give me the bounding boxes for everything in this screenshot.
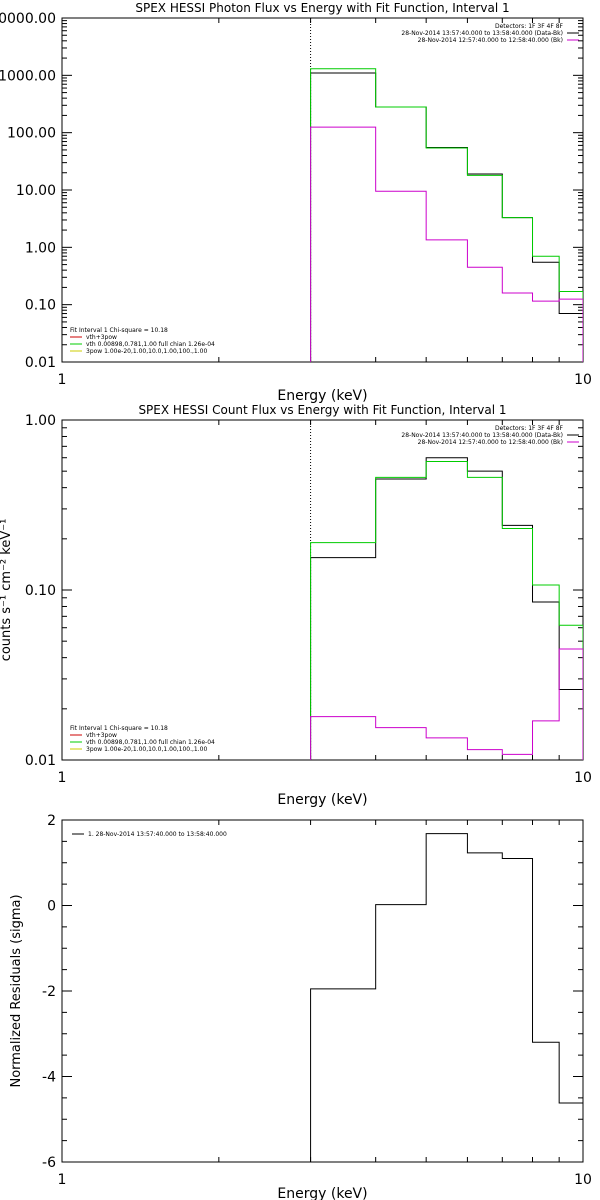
header-text: 28-Nov-2014 12:57:40.000 to 12:58:40.000… (418, 439, 563, 446)
legend-text: Fit Interval 1 Chi-square = 10.18 (70, 327, 168, 334)
legend-text: 3pow 1.00e-20,1.00,10.0,1.00,100.,1.00 (86, 746, 207, 753)
header-text: Detectors: 1F 3F 4F 8F (495, 425, 564, 432)
chart-panel-2: 0.01 0.10 1.00 1 10 SPEX HESSI Count Flux vs … (0, 403, 592, 808)
y-tick-label: -4 (42, 1070, 56, 1086)
series-bk (310, 648, 583, 760)
x-tick-label: 10 (574, 372, 592, 388)
series-fit (310, 461, 583, 760)
y-tick-label: 0.01 (25, 355, 56, 371)
legend-text: Fit Interval 1 Chi-square = 10.18 (70, 725, 168, 732)
y-tick-label: 10000.00 (0, 11, 56, 27)
y-axis-label: counts s⁻¹ cm⁻² keV⁻¹ (0, 519, 14, 662)
x-tick-label: 10 (574, 1172, 592, 1188)
series-data-bk (310, 72, 583, 362)
legend-text: 3pow 1.00e-20,1.00,10.0,1.00,100.,1.00 (86, 348, 207, 355)
y-tick-label: 1.00 (25, 413, 56, 429)
series-fit (310, 68, 583, 362)
plot-frame (61, 419, 584, 761)
legend-text: vth 0.00898,0.781,1.00 full chian 1.26e-… (86, 739, 215, 746)
chart-title: SPEX HESSI Count Flux vs Energy with Fit… (138, 403, 506, 417)
y-tick-label: -6 (42, 1155, 56, 1171)
legend-text: vth+3pow (86, 732, 117, 739)
x-axis-label: Energy (keV) (277, 1186, 367, 1200)
chart-panel-3: -6 -4 -2 0 2 1 10 Energy (keV) Normalized Residu… (9, 813, 592, 1200)
header-text: 28-Nov-2014 12:57:40.000 to 12:58:40.000… (418, 37, 563, 44)
header-text: 28-Nov-2014 13:57:40.000 to 13:58:40.000… (401, 30, 563, 37)
y-tick-label: 0.01 (25, 753, 56, 769)
y-axis-label: Normalized Residuals (sigma) (9, 894, 24, 1087)
chart-panel-1: 0.01 0.10 1.00 10.00 100.00 1000.00 10000.00 1 1… (0, 1, 592, 404)
x-tick-label: 1 (58, 1172, 67, 1188)
series-bk (310, 126, 583, 362)
legend-text: 1. 28-Nov-2014 13:57:40.000 to 13:58:40.… (88, 831, 227, 838)
x-tick-label: 1 (58, 372, 67, 388)
y-tick-label: 1.00 (25, 240, 56, 256)
plot-frame (61, 17, 584, 363)
plot-frame (61, 819, 584, 1163)
legend-text: vth+3pow (86, 334, 117, 341)
y-tick-label: -2 (42, 984, 56, 1000)
y-tick-label: 0.10 (25, 298, 56, 314)
y-tick-label: 1000.00 (0, 68, 56, 84)
y-tick-label: 10.00 (16, 183, 56, 199)
y-tick-label: 0 (47, 899, 56, 915)
series-residuals (310, 833, 583, 1162)
x-axis-label: Energy (keV) (277, 792, 367, 808)
header-text: Detectors: 1F 3F 4F 8F (495, 23, 564, 30)
y-tick-label: 2 (47, 813, 56, 829)
header-text: 28-Nov-2014 13:57:40.000 to 13:58:40.000… (401, 432, 563, 439)
legend-text: vth 0.00898,0.781,1.00 full chian 1.26e-… (86, 341, 215, 348)
series-data-bk (310, 457, 583, 760)
x-axis-label: Energy (keV) (277, 388, 367, 404)
y-tick-label: 100.00 (7, 126, 56, 142)
y-tick-label: 0.10 (25, 583, 56, 599)
chart-title: SPEX HESSI Photon Flux vs Energy with Fi… (135, 1, 509, 15)
x-tick-label: 10 (574, 770, 592, 786)
x-tick-label: 1 (58, 770, 67, 786)
